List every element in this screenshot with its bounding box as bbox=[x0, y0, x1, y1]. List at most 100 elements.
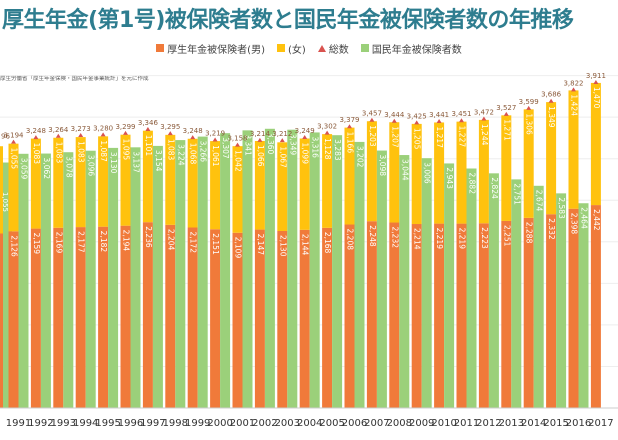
legend-national: 国民年金被保険者数 bbox=[360, 40, 462, 56]
total-value-label: 3,273 bbox=[71, 125, 91, 133]
female-value-label: 1,470 bbox=[592, 87, 601, 109]
bar-male bbox=[456, 223, 467, 408]
total-value-label: 3,451 bbox=[451, 110, 471, 118]
total-value-label: 3,248 bbox=[183, 127, 203, 135]
x-tick-label: 2002 bbox=[252, 418, 277, 429]
bar-male bbox=[142, 222, 153, 408]
total-marker bbox=[167, 131, 173, 136]
total-marker bbox=[347, 124, 352, 129]
bar-female bbox=[142, 130, 153, 223]
female-value-label: 1,087 bbox=[99, 140, 108, 162]
bar-female bbox=[546, 102, 557, 215]
bar-male-partial bbox=[0, 233, 3, 408]
total-marker bbox=[78, 133, 84, 138]
female-value-label: 1,207 bbox=[390, 126, 399, 148]
bar-national bbox=[444, 163, 455, 408]
female-value-label: 1,099 bbox=[301, 143, 310, 165]
female-value-label: 1,083 bbox=[77, 141, 86, 163]
bar-national bbox=[421, 158, 432, 408]
legend: 厚生年金被保険者(男) (女) 総数 国民年金被保険者数 bbox=[0, 40, 618, 56]
female-value-label: 1,068 bbox=[189, 143, 198, 165]
x-tick-label: 1994 bbox=[73, 418, 98, 429]
bar-national bbox=[309, 132, 320, 408]
male-value-label: 2,232 bbox=[390, 227, 399, 249]
x-tick-label: 2013 bbox=[499, 418, 524, 429]
bar-male bbox=[389, 222, 400, 408]
bar-female bbox=[277, 142, 288, 231]
total-value-label: 3,299 bbox=[115, 123, 135, 131]
bar-female bbox=[389, 122, 400, 223]
bar-male bbox=[568, 208, 579, 408]
national-value-label: 3,062 bbox=[42, 158, 51, 180]
bar-female bbox=[53, 137, 64, 228]
male-value-label: 2,208 bbox=[346, 229, 355, 251]
female-value-label: 1,083 bbox=[54, 142, 63, 164]
bar-national bbox=[18, 153, 29, 408]
x-tick-label: 2015 bbox=[543, 418, 568, 429]
total-marker bbox=[235, 142, 240, 147]
x-tick-label: 1995 bbox=[95, 418, 120, 429]
total-marker bbox=[33, 135, 39, 140]
x-tick-label: 1998 bbox=[163, 418, 188, 429]
bar-national bbox=[533, 185, 544, 408]
total-value-label: 3,425 bbox=[407, 112, 427, 120]
total-marker bbox=[100, 132, 106, 137]
legend-national-swatch bbox=[360, 44, 369, 52]
female-value-label: 1,095 bbox=[122, 139, 131, 161]
national-value-label: 3,224 bbox=[176, 144, 185, 166]
total-value-label: 3,911 bbox=[586, 72, 606, 80]
national-value-label: 3,130 bbox=[109, 152, 118, 174]
x-tick-label: 2017 bbox=[588, 418, 613, 429]
national-value-label: 3,154 bbox=[154, 150, 163, 172]
chart-title: 厚生年金(第1号)被保険者数と国民年金被保険者数の年推移 bbox=[2, 8, 574, 33]
legend-male-swatch bbox=[156, 44, 165, 52]
national-value-label: 3,266 bbox=[199, 141, 208, 163]
national-value-label: 3,044 bbox=[400, 159, 409, 181]
bar-female bbox=[568, 90, 579, 209]
male-value-label: 2,219 bbox=[435, 228, 444, 250]
female-value-label: 1,227 bbox=[458, 126, 467, 148]
bar-female bbox=[299, 138, 310, 230]
male-value-label: 2,151 bbox=[211, 233, 220, 255]
total-marker bbox=[526, 105, 532, 110]
total-marker bbox=[369, 117, 375, 122]
male-value-label: 2,442 bbox=[592, 209, 601, 231]
bar-national bbox=[578, 203, 589, 408]
bar-female bbox=[478, 119, 489, 224]
total-value-label: 3,212 bbox=[272, 130, 292, 138]
female-value-label: 1,217 bbox=[435, 126, 444, 148]
total-value-label: 3,158 bbox=[227, 135, 247, 143]
male-value-label: 2,214 bbox=[413, 228, 422, 250]
female-value-label: 1,166 bbox=[346, 132, 355, 154]
female-value-label: 1,083 bbox=[32, 143, 41, 165]
national-value-label: 2,464 bbox=[580, 207, 589, 229]
national-value-label: 3,137 bbox=[132, 151, 141, 173]
national-value-label: 2,583 bbox=[557, 197, 566, 219]
x-tick-label: 1992 bbox=[28, 418, 53, 429]
x-tick-label: 2003 bbox=[275, 418, 300, 429]
total-value-label: 3,441 bbox=[429, 111, 449, 119]
bar-male bbox=[187, 227, 198, 408]
x-tick-label: 1993 bbox=[51, 418, 76, 429]
total-marker bbox=[302, 135, 308, 140]
bar-male bbox=[523, 217, 534, 408]
total-marker bbox=[436, 119, 442, 124]
total-marker bbox=[324, 130, 330, 135]
x-tick-label: 2005 bbox=[319, 418, 344, 429]
national-value-label: 3,202 bbox=[356, 146, 365, 168]
total-marker bbox=[55, 133, 61, 138]
bar-national-partial bbox=[3, 162, 12, 408]
female-value-label: 1,271 bbox=[502, 119, 511, 141]
total-label-partial: 96 bbox=[1, 132, 10, 140]
x-tick-label: 2008 bbox=[387, 418, 412, 429]
total-value-label: 3,219 bbox=[205, 130, 225, 138]
female-value-label: 1,101 bbox=[144, 135, 153, 157]
bar-female bbox=[210, 141, 221, 230]
bar-national bbox=[152, 145, 163, 409]
total-value-label: 3,686 bbox=[541, 91, 562, 99]
total-value-label: 3,822 bbox=[563, 79, 583, 87]
male-value-label: 2,168 bbox=[323, 232, 332, 254]
bar-male bbox=[299, 229, 310, 408]
total-value-label: 3,280 bbox=[93, 124, 113, 132]
